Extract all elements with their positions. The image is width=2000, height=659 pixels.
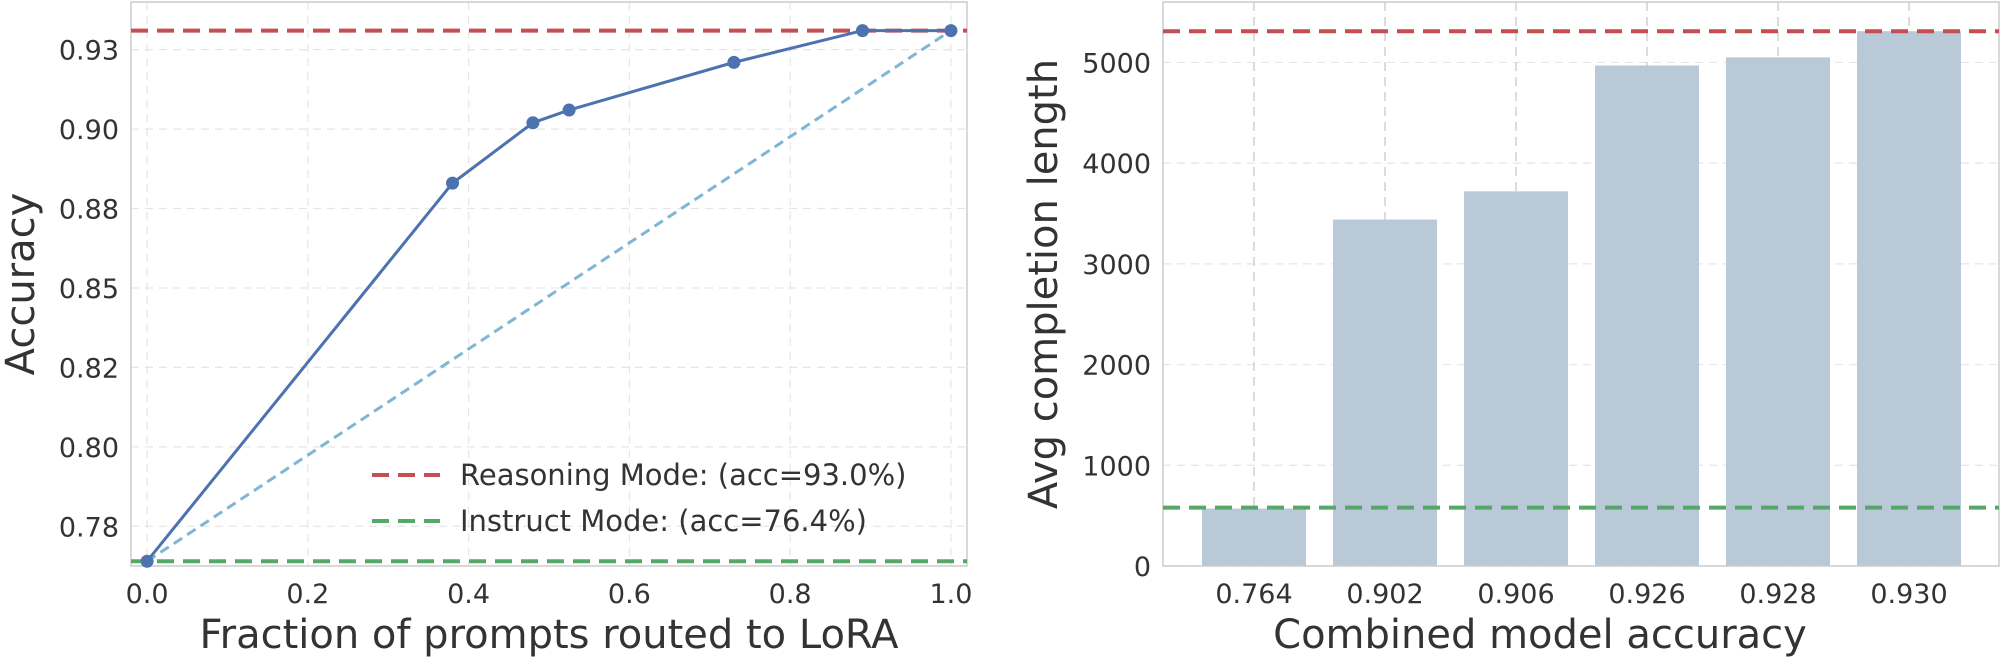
left-y-tick-label: 0.85 — [59, 274, 119, 305]
right-x-tick-label: 0.930 — [1870, 579, 1947, 610]
left-x-tick-labels: 0.0 0.2 0.4 0.6 0.8 1.0 — [126, 579, 973, 610]
accuracy-point — [526, 116, 540, 130]
left-y-axis-title: Accuracy — [0, 193, 44, 376]
completion-length-bar — [1464, 191, 1568, 567]
accuracy-point — [856, 24, 869, 38]
right-y-tick-label: 2000 — [1082, 351, 1151, 382]
right-x-tick-label: 0.928 — [1739, 579, 1816, 610]
right-y-axis-title: Avg completion length — [1021, 59, 1067, 509]
right-y-tick-label: 5000 — [1082, 48, 1151, 79]
right-bars — [1202, 31, 1961, 567]
left-y-tick-label: 0.78 — [59, 512, 119, 543]
completion-length-bar — [1202, 508, 1306, 566]
left-x-tick-label: 0.6 — [608, 579, 651, 610]
right-y-tick-label: 0 — [1134, 552, 1151, 583]
accuracy-point — [562, 103, 576, 117]
left-legend: Reasoning Mode: (acc=93.0%) Instruct Mod… — [372, 458, 906, 538]
left-y-tick-label: 0.93 — [59, 36, 119, 67]
right-plot-frame — [1162, 1, 2000, 567]
accuracy-point — [727, 55, 741, 69]
left-y-tick-label: 0.88 — [59, 195, 119, 226]
right-x-tick-label: 0.902 — [1346, 579, 1423, 610]
legend-label-instruct: Instruct Mode: (acc=76.4%) — [460, 504, 867, 538]
left-x-axis-title: Fraction of prompts routed to LoRA — [200, 612, 900, 658]
completion-length-bar — [1333, 219, 1437, 567]
left-series — [140, 24, 958, 568]
right-reference-lines — [1163, 29, 1999, 510]
left-reference-lines — [131, 28, 967, 564]
left-x-tick-label: 0.8 — [769, 579, 812, 610]
accuracy-point — [944, 24, 958, 38]
completion-length-bar — [1595, 65, 1699, 566]
right-y-tick-labels: 0 1000 2000 3000 4000 5000 — [1082, 48, 1151, 583]
left-y-tick-label: 0.90 — [59, 115, 119, 146]
right-x-axis-title: Combined model accuracy — [1273, 612, 1807, 658]
accuracy-line-chart: 0.780.800.820.850.880.900.93 0.0 0.2 0.4 0.… — [0, 1, 973, 658]
right-y-tick-label: 3000 — [1082, 250, 1151, 281]
right-y-tick-label: 1000 — [1082, 451, 1151, 482]
completion-length-bar — [1726, 57, 1830, 567]
completion-length-bar-chart: 0 1000 2000 3000 4000 5000 0.764 0.902 0.906 0.9… — [1021, 1, 2000, 658]
right-x-tick-label: 0.926 — [1608, 579, 1685, 610]
completion-length-bar — [1857, 31, 1961, 566]
left-x-tick-label: 1.0 — [929, 579, 972, 610]
right-y-tick-label: 4000 — [1082, 149, 1151, 180]
left-y-tick-label: 0.80 — [59, 433, 119, 464]
left-x-tick-label: 0.0 — [126, 579, 169, 610]
left-y-tick-label: 0.82 — [59, 353, 119, 384]
left-y-tick-labels: 0.78 0.80 0.82 0.85 0.88 0.90 0.93 — [59, 36, 119, 544]
left-x-tick-label: 0.2 — [286, 579, 329, 610]
right-x-tick-label: 0.764 — [1215, 579, 1292, 610]
right-x-tick-labels: 0.764 0.902 0.906 0.926 0.928 0.930 — [1215, 579, 1947, 610]
left-diagonal-line — [146, 29, 952, 563]
random-routing-diagonal — [146, 29, 952, 563]
accuracy-point — [446, 176, 460, 190]
left-x-tick-label: 0.4 — [447, 579, 490, 610]
accuracy-point — [140, 554, 154, 568]
left-grid — [131, 2, 967, 566]
left-plot-frame — [130, 1, 968, 567]
legend-label-reasoning: Reasoning Mode: (acc=93.0%) — [460, 458, 906, 492]
right-x-tick-label: 0.906 — [1477, 579, 1554, 610]
